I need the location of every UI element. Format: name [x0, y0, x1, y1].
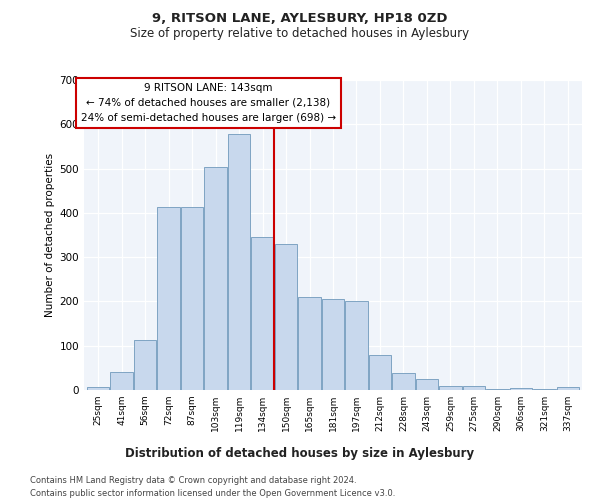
Bar [463, 386, 485, 390]
Text: Distribution of detached houses by size in Aylesbury: Distribution of detached houses by size … [125, 448, 475, 460]
Bar [416, 379, 438, 390]
Bar [392, 373, 415, 390]
Text: 9, RITSON LANE, AYLESBURY, HP18 0ZD: 9, RITSON LANE, AYLESBURY, HP18 0ZD [152, 12, 448, 26]
Text: Contains HM Land Registry data © Crown copyright and database right 2024.: Contains HM Land Registry data © Crown c… [30, 476, 356, 485]
Text: 9 RITSON LANE: 143sqm
← 74% of detached houses are smaller (2,138)
24% of semi-d: 9 RITSON LANE: 143sqm ← 74% of detached … [81, 83, 336, 122]
Text: Size of property relative to detached houses in Aylesbury: Size of property relative to detached ho… [130, 28, 470, 40]
Bar [439, 386, 461, 390]
Bar [275, 244, 297, 390]
Bar [87, 387, 109, 390]
Bar [322, 299, 344, 390]
Bar [157, 207, 180, 390]
Bar [369, 356, 391, 390]
Bar [181, 207, 203, 390]
Bar [110, 372, 133, 390]
Y-axis label: Number of detached properties: Number of detached properties [46, 153, 55, 317]
Bar [205, 167, 227, 390]
Bar [533, 389, 556, 390]
Bar [298, 297, 320, 390]
Bar [228, 134, 250, 390]
Bar [346, 302, 368, 390]
Text: Contains public sector information licensed under the Open Government Licence v3: Contains public sector information licen… [30, 489, 395, 498]
Bar [134, 340, 156, 390]
Bar [557, 387, 579, 390]
Bar [510, 388, 532, 390]
Bar [486, 388, 509, 390]
Bar [251, 237, 274, 390]
